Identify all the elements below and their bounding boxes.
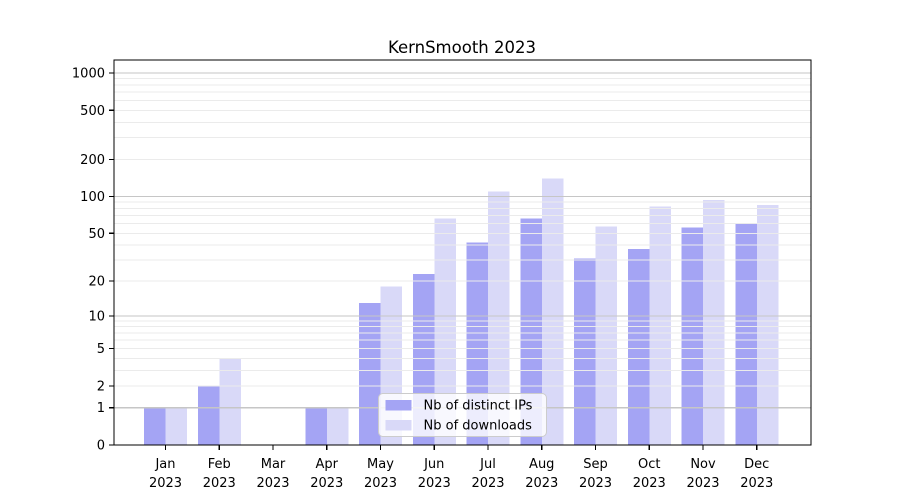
bar-nb-of-downloads-jun bbox=[434, 218, 456, 445]
x-tick-label-month: Jan bbox=[154, 457, 175, 472]
x-tick-label-year: 2023 bbox=[471, 476, 504, 491]
x-tick-label-month: Sep bbox=[583, 457, 608, 472]
x-tick-label-year: 2023 bbox=[149, 476, 182, 491]
x-tick-label-month: Dec bbox=[744, 457, 769, 472]
y-tick-label: 0 bbox=[97, 439, 105, 454]
bar-nb-of-downloads-nov bbox=[703, 199, 725, 445]
x-tick-label-month: Jun bbox=[423, 457, 444, 472]
y-tick-label: 100 bbox=[80, 190, 105, 205]
bar-nb-of-distinct-ips-apr bbox=[305, 407, 327, 445]
x-tick-label-year: 2023 bbox=[525, 476, 558, 491]
bar-nb-of-distinct-ips-feb bbox=[197, 385, 220, 445]
bar-nb-of-downloads-oct bbox=[649, 206, 671, 445]
y-tick-label: 2 bbox=[97, 379, 105, 394]
x-tick-label-year: 2023 bbox=[579, 476, 612, 491]
x-tick-label-year: 2023 bbox=[633, 476, 666, 491]
y-tick-label: 1000 bbox=[72, 67, 105, 82]
x-tick-label-year: 2023 bbox=[418, 476, 451, 491]
y-tick-label: 500 bbox=[80, 104, 105, 119]
x-tick-label-year: 2023 bbox=[740, 476, 773, 491]
y-tick-label: 10 bbox=[88, 309, 105, 324]
x-tick-label-year: 2023 bbox=[203, 476, 236, 491]
legend-label-nb-of-distinct-ips: Nb of distinct IPs bbox=[424, 399, 533, 414]
bar-nb-of-distinct-ips-dec bbox=[735, 222, 757, 445]
bar-nb-of-downloads-jan bbox=[165, 407, 187, 445]
x-tick-label-month: May bbox=[367, 457, 394, 472]
x-tick-label-month: Nov bbox=[690, 457, 716, 472]
x-tick-label-month: Aug bbox=[529, 457, 554, 472]
bar-nb-of-distinct-ips-aug bbox=[520, 218, 542, 445]
y-tick-label: 200 bbox=[80, 153, 105, 168]
x-tick-label-year: 2023 bbox=[686, 476, 719, 491]
bar-nb-of-downloads-sep bbox=[595, 226, 617, 445]
bar-nb-of-downloads-jul bbox=[488, 191, 510, 445]
x-tick-label-year: 2023 bbox=[310, 476, 343, 491]
x-tick-label-month: Oct bbox=[638, 457, 660, 472]
bar-nb-of-distinct-ips-jan bbox=[144, 407, 166, 445]
y-tick-label: 1 bbox=[97, 401, 105, 416]
ticks-layer: 0 1 2 5 10 20 50 100 200 500 1000 Jan 2023 Feb 2023 Mar… bbox=[72, 67, 773, 492]
bar-nb-of-distinct-ips-may bbox=[359, 302, 381, 445]
chart-title: KernSmooth 2023 bbox=[388, 38, 536, 57]
x-tick-label-month: Mar bbox=[261, 457, 286, 472]
plot-border bbox=[113, 59, 812, 446]
legend: Nb of distinct IPs Nb of downloads bbox=[378, 393, 547, 437]
x-tick-label-year: 2023 bbox=[256, 476, 289, 491]
bar-nb-of-downloads-apr bbox=[326, 407, 349, 445]
y-tick-label: 20 bbox=[88, 275, 105, 290]
x-tick-label-month: Jul bbox=[479, 457, 496, 472]
y-tick-label: 50 bbox=[88, 227, 105, 242]
bar-nb-of-distinct-ips-oct bbox=[627, 249, 650, 445]
x-tick-label-month: Apr bbox=[316, 457, 339, 472]
y-tick-label: 5 bbox=[97, 342, 105, 357]
bar-nb-of-downloads-dec bbox=[756, 205, 779, 445]
legend-swatch-nb-of-downloads bbox=[385, 420, 412, 431]
x-tick-label-month: Feb bbox=[208, 457, 231, 472]
legend-label-nb-of-downloads: Nb of downloads bbox=[424, 419, 533, 434]
x-tick-label-year: 2023 bbox=[364, 476, 397, 491]
bar-nb-of-downloads-feb bbox=[219, 358, 241, 445]
legend-box bbox=[378, 393, 547, 437]
bar-nb-of-distinct-ips-sep bbox=[574, 258, 596, 445]
legend-swatch-nb-of-distinct-ips bbox=[385, 400, 412, 411]
bar-nb-of-distinct-ips-nov bbox=[681, 227, 703, 445]
